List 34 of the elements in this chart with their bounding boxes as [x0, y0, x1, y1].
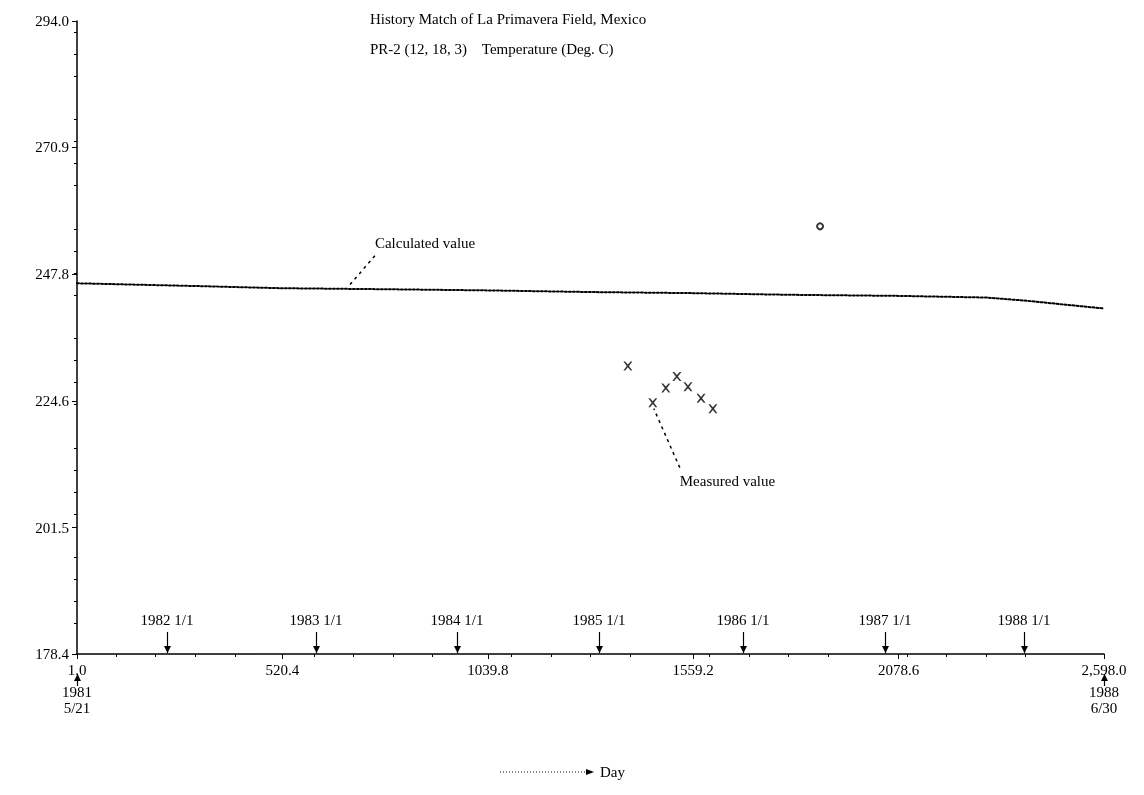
- point: [683, 382, 693, 392]
- text: Day: [600, 764, 626, 780]
- x-tick-label: 2078.6: [877, 661, 920, 678]
- text: PR-2 (12, 18, 3) Temperature (Deg. C): [370, 40, 614, 58]
- x-tick-label: 1559.2: [672, 661, 714, 678]
- point: [696, 393, 706, 403]
- x-tick-label: 520.4: [265, 661, 300, 678]
- annotation: 1985 1/1: [572, 612, 626, 628]
- y-tick-label: 201.5: [35, 519, 69, 536]
- y-tick-label: 224.6: [35, 393, 70, 410]
- annotation: 1982 1/1: [140, 612, 194, 628]
- annotation: 1988 1/1: [997, 612, 1051, 628]
- annotation: 1984 1/1: [430, 612, 484, 628]
- annotation: Calculated value: [374, 235, 476, 252]
- y-tick-label: 178.4: [35, 646, 70, 662]
- chart-title: History Match of La Primavera Field, Mexico: [370, 10, 647, 27]
- point: [648, 398, 658, 408]
- point: [708, 404, 718, 414]
- annotation: Measured value: [679, 473, 776, 490]
- y-tick-label: 247.8: [35, 265, 69, 282]
- x-tick-label: 1039.8: [467, 661, 509, 678]
- point: [816, 222, 825, 231]
- point: [661, 383, 671, 393]
- x-tick-label: 1.0: [67, 661, 87, 678]
- point: [672, 371, 682, 381]
- x-tick-label: 2,598.0: [1081, 661, 1127, 678]
- point: [623, 361, 633, 371]
- y-tick-label: 270.9: [35, 139, 69, 156]
- annotation: 1986 1/1: [716, 612, 770, 628]
- text: 1981 5/21: [62, 684, 92, 716]
- y-tick-label: 294.0: [35, 13, 69, 29]
- annotation: 1987 1/1: [858, 612, 912, 628]
- text: 1988 6/30: [1089, 684, 1119, 716]
- annotation: 1983 1/1: [289, 612, 343, 628]
